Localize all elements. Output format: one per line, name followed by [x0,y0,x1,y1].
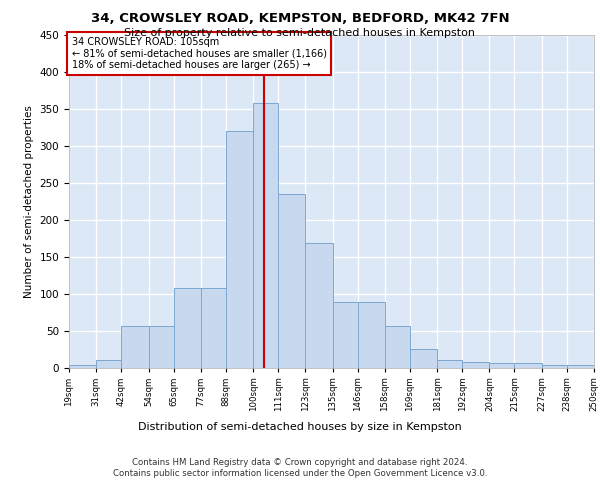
Text: Distribution of semi-detached houses by size in Kempston: Distribution of semi-detached houses by … [138,422,462,432]
Bar [226,131,253,368]
Text: Size of property relative to semi-detached houses in Kempston: Size of property relative to semi-detach… [125,28,476,38]
Bar [69,364,96,368]
Bar [490,363,514,368]
Bar [201,288,226,368]
Bar [437,360,462,368]
Text: Contains HM Land Registry data © Crown copyright and database right 2024.
Contai: Contains HM Land Registry data © Crown c… [113,458,487,477]
Y-axis label: Number of semi-detached properties: Number of semi-detached properties [24,105,34,298]
Bar [410,349,437,368]
Bar [385,326,410,368]
Bar [121,326,149,368]
Bar [567,366,594,368]
Text: 34, CROWSLEY ROAD, KEMPSTON, BEDFORD, MK42 7FN: 34, CROWSLEY ROAD, KEMPSTON, BEDFORD, MK… [91,12,509,26]
Bar [149,326,173,368]
Bar [462,362,490,368]
Bar [358,302,385,368]
Bar [332,302,358,368]
Bar [514,363,542,368]
Bar [253,103,278,368]
Text: 34 CROWSLEY ROAD: 105sqm
← 81% of semi-detached houses are smaller (1,166)
18% o: 34 CROWSLEY ROAD: 105sqm ← 81% of semi-d… [71,36,326,70]
Bar [542,366,567,368]
Bar [96,360,121,368]
Bar [305,244,332,368]
Bar [173,288,201,368]
Bar [278,194,305,368]
